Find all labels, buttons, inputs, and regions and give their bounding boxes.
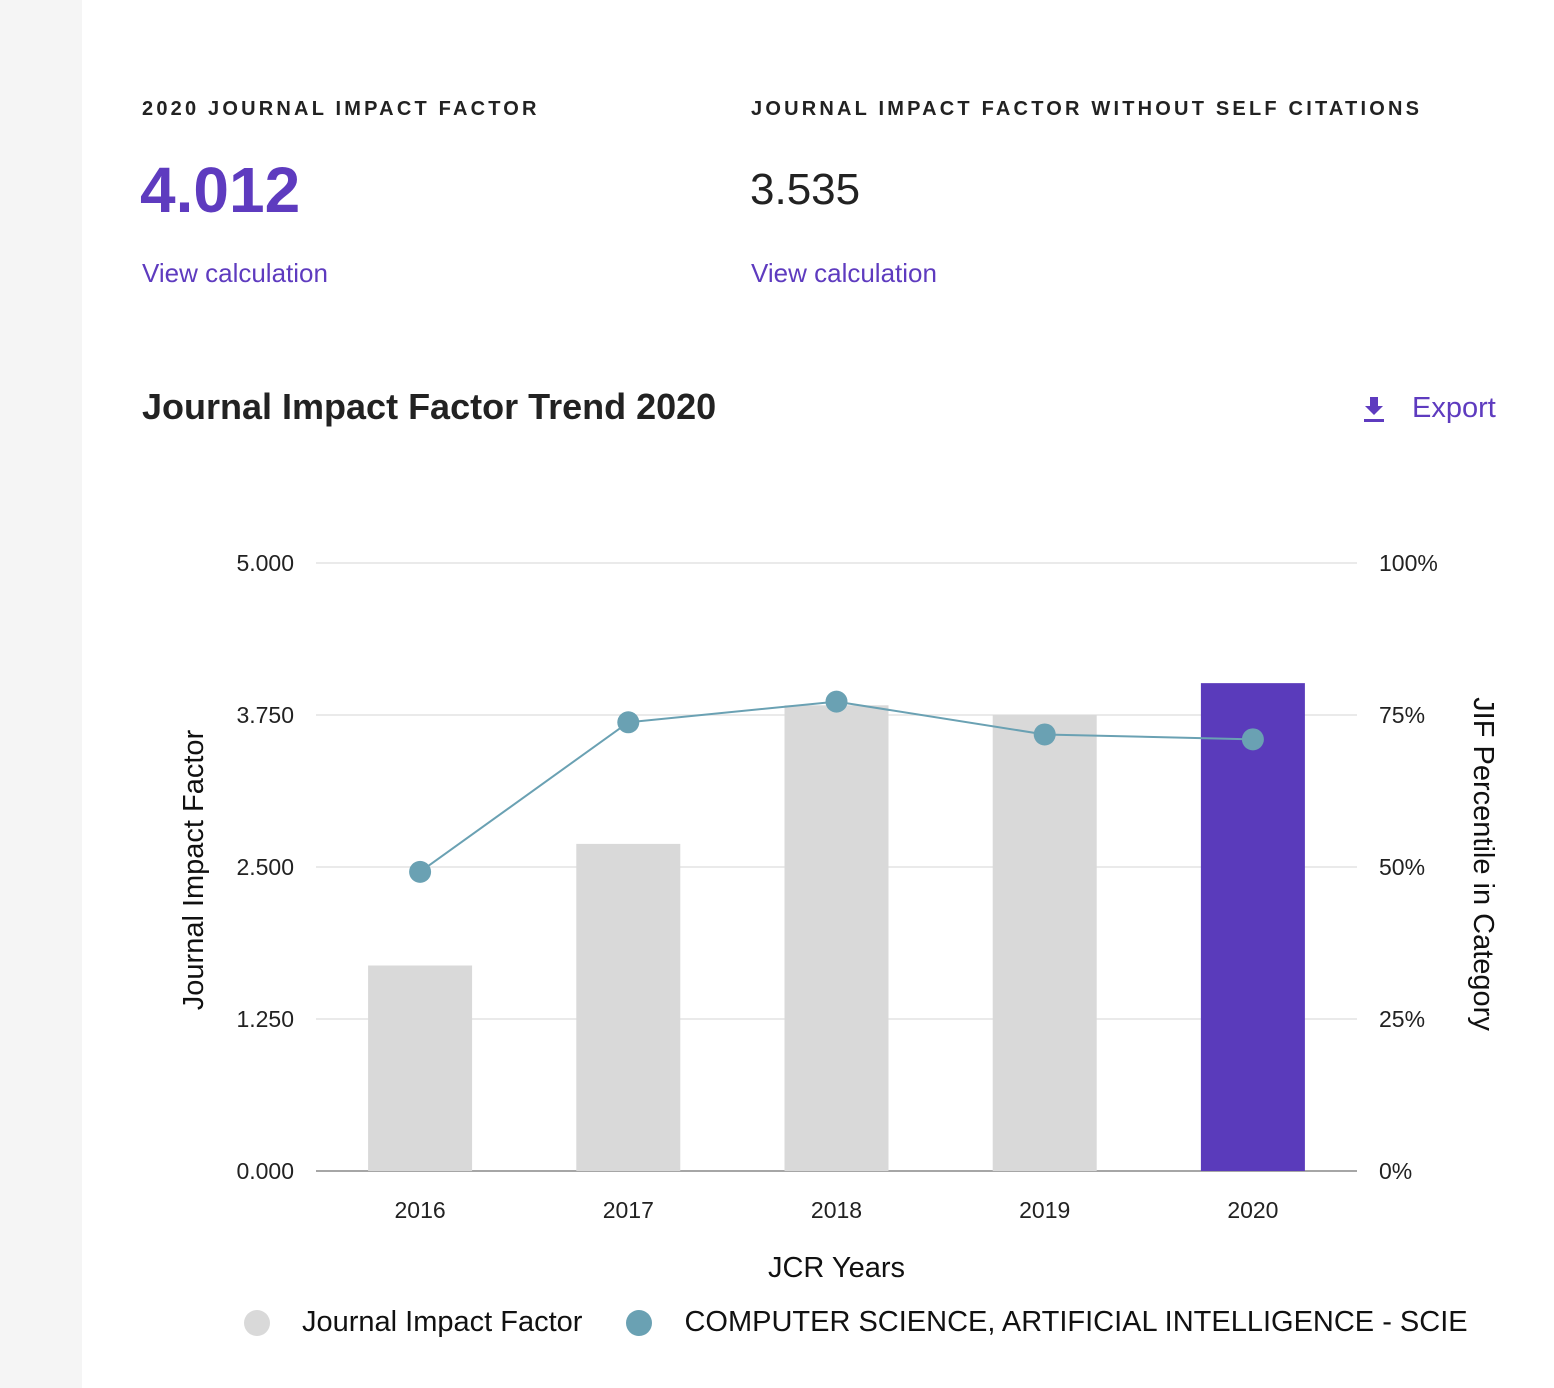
- jif-no-self-value: 3.535: [750, 165, 861, 214]
- sidebar-strip: [0, 0, 82, 1388]
- y2-tick-label: 50%: [1379, 854, 1425, 880]
- y2-axis-title: JIF Percentile in Category: [1467, 697, 1499, 1031]
- bar-2019[interactable]: [992, 715, 1097, 1171]
- bars: [368, 683, 1305, 1171]
- legend-item-jif[interactable]: Journal Impact Factor: [244, 1306, 582, 1339]
- percentile-point-2018[interactable]: [825, 690, 848, 713]
- legend-item-category[interactable]: COMPUTER SCIENCE, ARTIFICIAL INTELLIGENC…: [626, 1306, 1468, 1339]
- jif-no-self-view-calculation-link[interactable]: View calculation: [751, 258, 937, 288]
- percentile-point-2019[interactable]: [1033, 723, 1056, 746]
- percentile-point-2020[interactable]: [1241, 728, 1264, 751]
- legend-swatch-category: [626, 1309, 653, 1336]
- chart-legend: Journal Impact Factor COMPUTER SCIENCE, …: [244, 1306, 1468, 1339]
- x-tick-label: 2018: [811, 1197, 862, 1223]
- x-tick-label: 2017: [603, 1197, 654, 1223]
- chart-title: Journal Impact Factor Trend 2020: [142, 386, 717, 427]
- y2-tick-label: 100%: [1379, 550, 1438, 576]
- y-tick-label: 2.500: [236, 854, 294, 880]
- x-tick-label: 2019: [1019, 1197, 1070, 1223]
- jif-label: 2020 JOURNAL IMPACT FACTOR: [142, 98, 540, 120]
- bar-2018[interactable]: [784, 705, 889, 1171]
- y-tick-label: 0.000: [236, 1158, 294, 1184]
- percentile-point-2016[interactable]: [409, 860, 432, 883]
- legend-label-jif: Journal Impact Factor: [302, 1306, 583, 1338]
- x-tick-label: 2016: [395, 1197, 446, 1223]
- legend-swatch-jif: [244, 1309, 270, 1336]
- y-tick-label: 3.750: [236, 702, 294, 728]
- download-icon: [1362, 395, 1386, 423]
- y-tick-label: 5.000: [236, 550, 294, 576]
- legend-label-category: COMPUTER SCIENCE, ARTIFICIAL INTELLIGENC…: [684, 1306, 1468, 1338]
- x-axis-title: JCR Years: [768, 1252, 905, 1284]
- bar-2016[interactable]: [368, 965, 473, 1171]
- x-tick-label: 2020: [1227, 1197, 1278, 1223]
- y-axis-title: Journal Impact Factor: [178, 729, 210, 1010]
- bar-2017[interactable]: [576, 843, 681, 1171]
- jif-value: 4.012: [140, 154, 301, 226]
- y2-tick-label: 25%: [1379, 1006, 1425, 1032]
- y2-tick-label: 0%: [1379, 1158, 1412, 1184]
- y-tick-label: 1.250: [236, 1006, 294, 1032]
- percentile-point-2017[interactable]: [617, 711, 640, 734]
- jif-no-self-label: JOURNAL IMPACT FACTOR WITHOUT SELF CITAT…: [751, 98, 1423, 120]
- export-button[interactable]: Export: [1362, 392, 1496, 425]
- y2-tick-label: 75%: [1379, 702, 1425, 728]
- jif-view-calculation-link[interactable]: View calculation: [142, 258, 328, 288]
- bar-2020[interactable]: [1200, 683, 1305, 1171]
- axis-ticks: 0.000 0% 1.250 25% 2.500 50% 3.750 75% 5.000 100%…: [236, 550, 1437, 1223]
- export-label: Export: [1412, 392, 1496, 424]
- percentile-line: [409, 690, 1264, 883]
- impact-factor-trend-chart: 0.000 0% 1.250 25% 2.500 50% 3.750 75% 5.000 100%…: [178, 550, 1499, 1284]
